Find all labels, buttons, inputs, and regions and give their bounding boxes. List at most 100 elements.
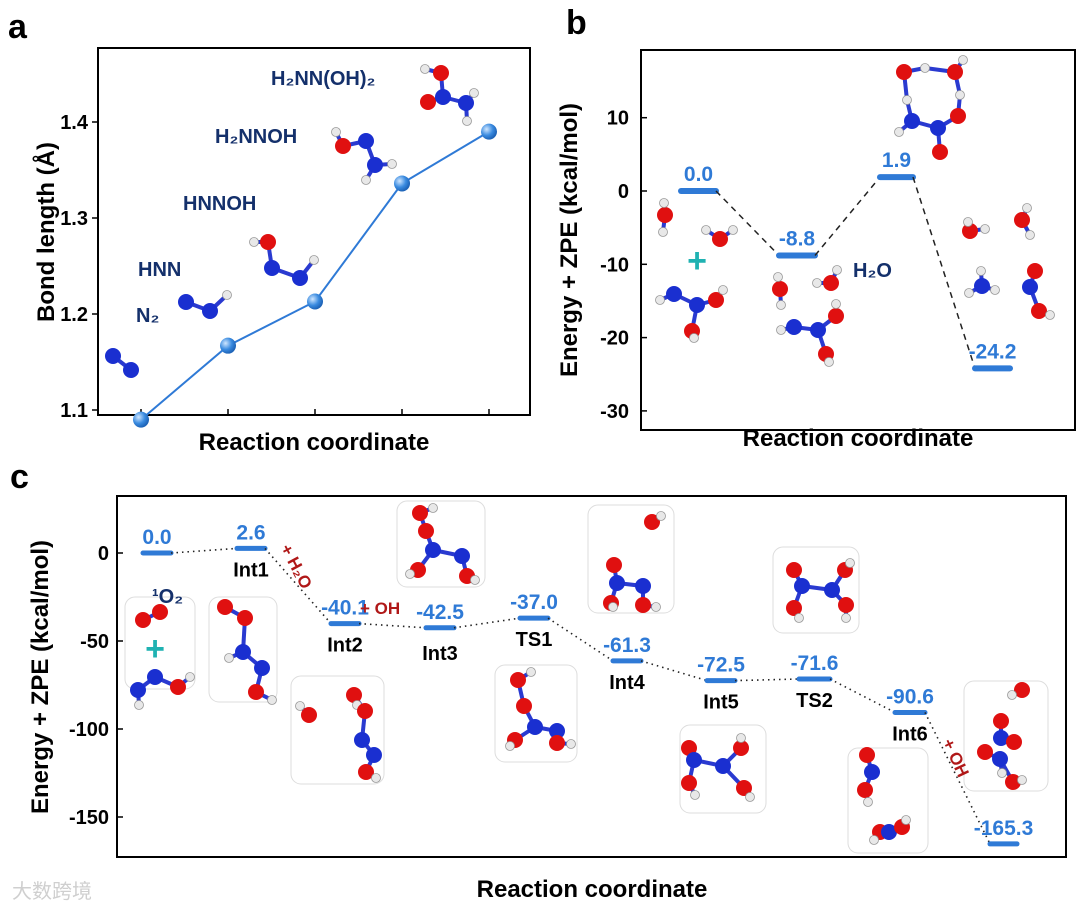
atom-H <box>331 127 341 137</box>
data-point <box>307 293 323 310</box>
energy-level-label: 0.0 <box>142 526 171 549</box>
atom-N <box>147 669 163 685</box>
atom-O <box>681 740 697 756</box>
n2-molecule <box>105 348 139 378</box>
atom-H <box>566 739 576 749</box>
atom-O <box>358 764 374 780</box>
atom-H <box>1025 230 1035 240</box>
y-tick-label: 1.4 <box>60 112 89 134</box>
energy-level-label: -8.8 <box>779 228 816 251</box>
atom-O <box>947 64 963 80</box>
atom-O <box>896 64 912 80</box>
atom-H <box>863 797 873 807</box>
y-tick-label: -20 <box>600 328 629 350</box>
atom-H <box>428 503 438 513</box>
dotted-connector <box>547 617 614 662</box>
dashed-connector <box>912 176 976 369</box>
panel-a-xlabel: Reaction coordinate <box>199 429 430 456</box>
atom-O <box>412 505 428 521</box>
atom-H <box>420 64 430 74</box>
atom-O <box>708 292 724 308</box>
atom-O <box>301 707 317 723</box>
atom-H <box>776 300 786 310</box>
atom-H <box>185 672 195 682</box>
atom-O <box>733 740 749 756</box>
atom-N <box>454 548 470 564</box>
water-molecule <box>1014 203 1035 240</box>
dotted-connector <box>358 622 427 629</box>
atom-O <box>510 672 526 688</box>
energy-level-label: -40.1 <box>321 597 369 620</box>
energy-level-label: 0.0 <box>684 163 713 186</box>
series-line <box>140 130 490 421</box>
dashed-connector <box>814 176 881 256</box>
atom-H <box>690 790 700 800</box>
atom-H <box>659 198 669 208</box>
atom-N <box>292 270 308 286</box>
atom-H <box>745 792 755 802</box>
atom-H <box>656 511 666 521</box>
energy-level-label: -71.6 <box>791 652 839 675</box>
atom-N <box>549 723 565 739</box>
hno2-molecule <box>1022 263 1055 320</box>
atom-H <box>894 127 904 137</box>
atom-O <box>857 782 873 798</box>
atom-N <box>686 752 702 768</box>
molecule-frame <box>847 747 929 854</box>
water-molecule <box>812 265 842 291</box>
y-tick-label: -100 <box>69 719 109 741</box>
y-tick-label: 0 <box>618 181 629 203</box>
molecule-frame <box>963 680 1049 792</box>
atom-H <box>1017 775 1027 785</box>
atom-O <box>1006 734 1022 750</box>
dotted-connector <box>640 660 708 682</box>
int2-molecule <box>295 687 382 783</box>
atom-H <box>794 613 804 623</box>
atom-H <box>608 602 618 612</box>
atom-O <box>170 679 186 695</box>
atom-O <box>516 698 532 714</box>
atom-O <box>786 600 802 616</box>
state-label: TS1 <box>516 629 553 651</box>
atom-O <box>420 94 436 110</box>
dotted-connector <box>734 678 800 682</box>
atom-N <box>794 578 810 594</box>
atom-H <box>689 333 699 343</box>
atom-N <box>786 319 802 335</box>
atom-H <box>701 225 711 235</box>
int5-molecule <box>681 733 755 802</box>
y-tick-label: 1.1 <box>60 400 88 422</box>
atom-H <box>309 255 319 265</box>
atom-N <box>824 582 840 598</box>
atom-O <box>217 599 233 615</box>
h2nnoh2-molecule <box>420 64 479 126</box>
atom-H <box>976 266 986 276</box>
atom-O <box>736 780 752 796</box>
atom-O <box>859 747 875 763</box>
plus-h2o-label: + H₂O <box>276 541 315 592</box>
atom-H <box>505 741 515 751</box>
atom-H <box>963 217 973 227</box>
h2nnoh-molecule <box>331 127 397 185</box>
ts2-molecule <box>786 558 855 623</box>
atom-O <box>357 703 373 719</box>
atom-H <box>980 224 990 234</box>
panel-letter-b: b <box>566 4 587 42</box>
state-label: Int5 <box>703 692 739 714</box>
atom-O <box>346 687 362 703</box>
energy-level-label: -165.3 <box>974 817 1034 840</box>
molecule-frame <box>679 724 767 814</box>
atom-O <box>828 308 844 324</box>
dotted-connector <box>170 547 238 554</box>
y-tick-label: 1.2 <box>60 304 88 326</box>
atom-O <box>838 597 854 613</box>
product-molecules <box>977 682 1030 790</box>
atom-N <box>864 764 880 780</box>
atom-H <box>1045 310 1055 320</box>
plot-frame <box>116 495 1067 858</box>
atom-N <box>609 575 625 591</box>
panel-c-ylabel: Energy + ZPE (kcal/mol) <box>27 540 54 814</box>
plus-icon: + <box>687 242 707 280</box>
panel-b-ylabel: Energy + ZPE (kcal/mol) <box>556 103 583 377</box>
